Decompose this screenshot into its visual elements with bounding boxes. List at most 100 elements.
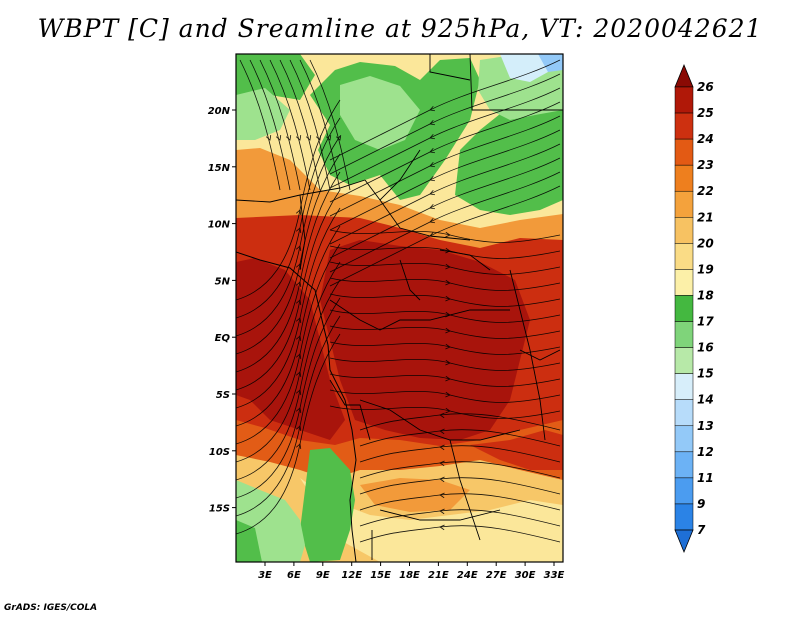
lon-tick-label: 27E (486, 570, 507, 581)
south-red-east (470, 430, 563, 470)
streamline-arrow (429, 203, 436, 210)
streamline-arrow (305, 134, 312, 141)
streamline-arrow (445, 279, 451, 286)
lon-tick-label: 3E (258, 570, 272, 581)
streamline-arrow (445, 295, 451, 302)
colorbar-label: 23 (697, 158, 714, 172)
colorbar-label: 13 (697, 419, 714, 433)
colorbar-box (674, 477, 694, 505)
map-frame (235, 53, 564, 563)
colorbar-box (674, 425, 694, 453)
colorbar-box (674, 190, 694, 218)
streamline (299, 59, 341, 191)
lon-tick-label: 12E (341, 570, 362, 581)
colorbar-box (674, 295, 694, 322)
streamline-arrow (445, 375, 451, 382)
colorbar-box (674, 269, 694, 296)
streamline-arrow (295, 299, 302, 306)
colorbar-box (674, 373, 694, 400)
streamline-arrow (439, 460, 445, 467)
colorbar-label: 18 (697, 288, 714, 302)
streamline-arrow (439, 476, 445, 483)
streamline-arrow (295, 407, 302, 414)
streamline-arrow (429, 147, 436, 154)
colorbar: 26 25 24 23 22 21 20 19 18 17 16 15 14 13 12 11 9 7 (674, 63, 714, 554)
lon-tick-label: 24E (457, 570, 478, 581)
colorbar-label: 12 (697, 445, 714, 459)
streamline (289, 59, 331, 191)
coastline (236, 251, 357, 562)
colorbar-label: 20 (697, 236, 714, 250)
streamline-arrow (335, 134, 342, 141)
streamline (269, 59, 311, 191)
colorbar-box (674, 399, 694, 427)
colorbar-label: 15 (697, 367, 714, 381)
streamline-arrow (445, 407, 451, 414)
colorbar-box (674, 217, 694, 244)
lat-tick-label: 15N (208, 163, 231, 174)
lat-tick-label: 5N (215, 276, 231, 287)
streamline (239, 59, 281, 191)
lon-tick-label: 30E (515, 570, 536, 581)
streamline-arrow (439, 524, 445, 531)
colorbar-bottom-arrow (674, 529, 694, 554)
streamline-arrow (285, 134, 292, 141)
colorbar-box (674, 164, 694, 192)
colorbar-label: 11 (697, 471, 714, 485)
colorbar-box (674, 451, 694, 479)
latitude-axis: 20N 15N 10N 5N EQ 5S 10S 15S (208, 106, 236, 515)
streamline-arrow (295, 245, 302, 252)
colorbar-label: 14 (697, 393, 714, 407)
longitude-axis: 3E 6E 9E 12E 15E 18E 21E 24E 27E 30E 33E (258, 562, 565, 581)
colorbar-top-arrow (674, 63, 694, 88)
north-lightgreen-center (340, 76, 420, 150)
north-green-east (455, 90, 563, 215)
colorbar-label: 16 (697, 341, 714, 355)
lon-tick-label: 18E (399, 570, 420, 581)
streamline-arrow (325, 134, 332, 141)
lon-tick-label: 33E (544, 570, 565, 581)
streamline-arrow (439, 444, 445, 451)
south-green-west (300, 448, 355, 562)
streamline-arrow (265, 134, 272, 141)
colorbar-label: 25 (697, 106, 714, 120)
lat-tick-label: 10N (208, 220, 231, 231)
chart-title: WBPT [C] and Sreamline at 925hPa, VT: 20… (37, 14, 763, 43)
streamline-arrow (295, 371, 302, 378)
north-orange-band (236, 148, 563, 248)
colorbar-label: 7 (697, 523, 706, 537)
streamline-arrow (439, 492, 445, 499)
colorbar-label: 17 (697, 315, 714, 329)
lat-tick-label: 20N (208, 106, 231, 117)
colorbar-box (674, 112, 694, 140)
colorbar-box (674, 321, 694, 348)
streamline-arrow (445, 391, 451, 398)
lat-tick-label: 10S (209, 447, 230, 458)
streamline-arrow (429, 217, 436, 224)
streamline-arrow (295, 443, 302, 450)
lon-tick-label: 9E (316, 570, 330, 581)
colorbar-label: 9 (697, 497, 705, 511)
streamline-arrow (445, 231, 451, 238)
colorbar-label: 21 (697, 210, 714, 224)
streamline-arrow (445, 247, 451, 254)
streamline-arrow (445, 327, 451, 334)
lon-tick-label: 21E (428, 570, 449, 581)
streamline-arrow (275, 134, 282, 141)
streamline-arrow (295, 389, 302, 396)
streamline-group (236, 59, 561, 543)
streamline-arrow (295, 227, 302, 234)
colorbar-label: 22 (697, 184, 714, 198)
streamline-arrow (439, 412, 445, 419)
streamline-arrow (429, 175, 436, 182)
colorbar-label: 19 (697, 262, 714, 276)
colorbar-label: 24 (697, 132, 714, 146)
streamline-arrow (429, 161, 436, 168)
north-paleblue-patch (500, 54, 548, 82)
grads-credit: GrADS: IGES/COLA (4, 603, 98, 613)
colorbar-label: 26 (697, 80, 714, 94)
streamline-arrow (429, 133, 436, 140)
wbpt-shaded-field (236, 54, 563, 562)
lat-tick-label: 5S (216, 390, 230, 401)
